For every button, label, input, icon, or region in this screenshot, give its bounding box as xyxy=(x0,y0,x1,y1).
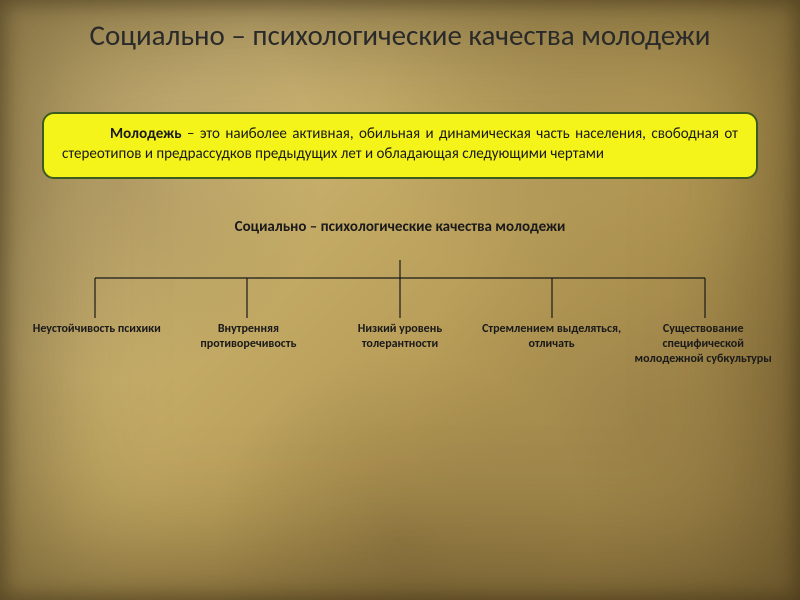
slide: Социально – психологические качества мол… xyxy=(0,0,800,600)
leaf-item: Существование специфической молодежной с… xyxy=(630,322,776,367)
tree-heading: Социально – психологические качества мол… xyxy=(0,218,800,238)
tree-leaves: Неустойчивость психики Внутренняя против… xyxy=(24,322,776,367)
leaf-item: Низкий уровень толерантности xyxy=(327,322,473,367)
definition-term: Молодежь xyxy=(110,125,182,143)
leaf-item: Внутренняя противоречивость xyxy=(176,322,322,367)
page-title: Социально – психологические качества мол… xyxy=(0,18,800,53)
leaf-item: Стремлением выделяться, отличать xyxy=(479,322,625,367)
leaf-item: Неустойчивость психики xyxy=(24,322,170,367)
definition-box: Молодежь – это наиболее активная, обильн… xyxy=(42,112,758,179)
tree-connectors xyxy=(0,260,800,330)
